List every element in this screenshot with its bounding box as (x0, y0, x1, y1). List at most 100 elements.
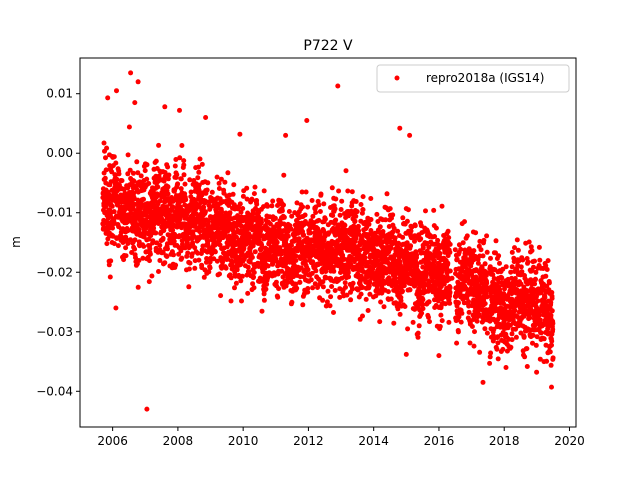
data-point (542, 295, 548, 300)
data-point (522, 354, 528, 360)
data-point (132, 237, 138, 243)
data-point (142, 204, 148, 210)
data-point (293, 258, 299, 263)
x-tick-label: 2010 (228, 434, 259, 448)
data-point (353, 199, 359, 204)
data-point (429, 269, 435, 275)
data-point (147, 251, 153, 257)
data-point (371, 251, 377, 257)
data-point (545, 258, 551, 264)
data-point (226, 203, 232, 208)
data-point (431, 207, 437, 213)
data-point (512, 308, 518, 314)
data-point (196, 182, 202, 188)
data-point (410, 263, 416, 269)
data-point (368, 217, 374, 222)
data-point (227, 210, 233, 216)
data-point (157, 198, 163, 204)
data-point (547, 317, 553, 323)
data-point (156, 269, 161, 274)
data-point (201, 222, 207, 228)
data-point (390, 257, 396, 263)
data-point (241, 245, 247, 251)
data-point (216, 180, 222, 186)
data-point (216, 186, 222, 191)
data-point (261, 188, 267, 194)
data-point (239, 298, 244, 304)
data-point (405, 207, 411, 213)
data-point (126, 124, 132, 130)
data-point (228, 298, 234, 304)
data-point (196, 257, 202, 263)
x-tick-label: 2016 (424, 434, 455, 448)
data-point (318, 191, 324, 197)
data-point (333, 196, 339, 202)
data-point (254, 201, 260, 207)
data-point (352, 218, 358, 224)
data-point (237, 131, 243, 137)
data-point (331, 268, 337, 274)
data-point (488, 305, 494, 311)
data-point (472, 329, 477, 335)
data-point (165, 191, 171, 197)
data-point (175, 181, 181, 187)
data-point (234, 240, 240, 245)
data-point (195, 250, 201, 256)
data-point (217, 271, 222, 277)
x-tick-label: 2018 (489, 434, 520, 448)
data-point (138, 173, 144, 179)
data-point (259, 308, 265, 314)
data-point (302, 212, 308, 218)
data-point (509, 264, 515, 270)
data-point (447, 300, 453, 306)
data-point (144, 176, 150, 182)
data-point (471, 343, 477, 349)
data-point (317, 209, 323, 214)
data-point (172, 163, 178, 169)
data-point (249, 197, 255, 203)
data-point (550, 326, 556, 332)
data-point (407, 132, 413, 138)
data-point (264, 281, 270, 287)
data-point (101, 140, 107, 146)
data-point (353, 213, 359, 219)
data-point (546, 280, 552, 286)
data-point (305, 204, 311, 210)
data-point (212, 249, 218, 255)
data-point (162, 170, 168, 175)
data-point (182, 181, 188, 187)
data-point (501, 311, 507, 317)
data-point (118, 204, 124, 210)
data-point (134, 159, 140, 165)
data-point (533, 276, 538, 282)
data-point (321, 201, 327, 207)
data-point (346, 274, 352, 280)
data-point (524, 346, 530, 352)
data-point (269, 203, 275, 209)
data-point (178, 186, 184, 192)
data-point (237, 201, 243, 207)
data-point (170, 227, 176, 233)
data-point (368, 196, 374, 201)
data-point (205, 180, 211, 186)
data-point (426, 314, 431, 320)
y-tick-label: −0.02 (36, 265, 73, 279)
data-point (150, 238, 156, 244)
data-point (103, 155, 108, 161)
data-point (186, 284, 192, 290)
data-point (171, 252, 176, 258)
data-point (130, 170, 136, 176)
data-point (435, 237, 441, 243)
data-point (265, 203, 271, 209)
data-point (338, 207, 344, 212)
data-point (544, 358, 550, 364)
data-point (456, 300, 461, 306)
data-point (216, 222, 222, 228)
data-point (447, 289, 453, 295)
data-point (443, 263, 448, 269)
data-point (173, 262, 179, 268)
data-point (155, 184, 161, 190)
data-point (460, 240, 466, 246)
data-point (181, 162, 187, 168)
